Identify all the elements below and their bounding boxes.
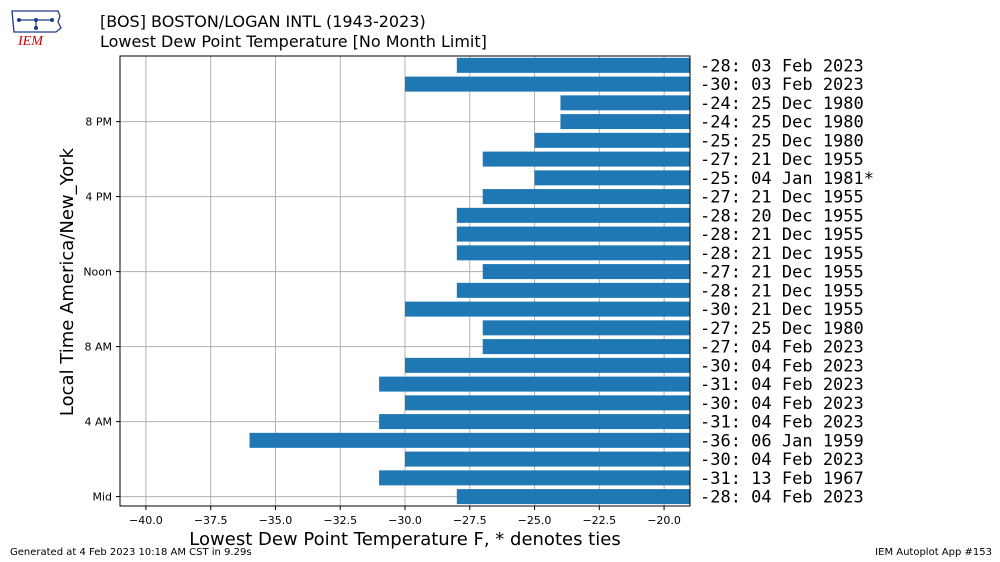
y-tick-label: 4 AM — [84, 416, 112, 429]
bar — [482, 151, 690, 167]
y-axis-ticks: Mid 4 AM 8 AM Noon 4 PM 8 PM — [83, 116, 120, 504]
bar-value-label: -24: 25 Dec 1980 — [700, 113, 864, 133]
bar-value-label: -30: 04 Feb 2023 — [700, 394, 864, 414]
chart-subtitle: Lowest Dew Point Temperature [No Month L… — [100, 32, 487, 51]
bar-value-label: -30: 03 Feb 2023 — [700, 75, 864, 95]
x-tick-label: −35.0 — [259, 514, 293, 527]
bar-value-label: -27: 21 Dec 1955 — [700, 150, 864, 170]
bar — [560, 95, 690, 111]
bar — [456, 57, 690, 73]
bar-value-label: -28: 21 Dec 1955 — [700, 244, 864, 264]
bar-value-label: -28: 03 Feb 2023 — [700, 56, 864, 76]
x-tick-label: −22.5 — [582, 514, 616, 527]
iowa-state-outline-icon: IEM — [11, 10, 62, 49]
bar-value-label: -27: 21 Dec 1955 — [700, 188, 864, 208]
logo-text: IEM — [17, 34, 44, 48]
bar-value-label: -27: 04 Feb 2023 — [700, 338, 864, 358]
bar — [405, 357, 690, 373]
bar-value-label: -27: 21 Dec 1955 — [700, 263, 864, 283]
bar-value-label: -28: 21 Dec 1955 — [700, 281, 864, 301]
x-axis-label: Lowest Dew Point Temperature F, * denote… — [189, 529, 620, 550]
bar — [482, 339, 690, 355]
bar — [456, 245, 690, 261]
title-block: [BOS] BOSTON/LOGAN INTL (1943-2023) Lowe… — [100, 12, 487, 52]
bar — [534, 170, 690, 186]
x-tick-label: −40.0 — [129, 514, 163, 527]
bar-value-label: -31: 13 Feb 1967 — [700, 469, 864, 489]
y-tick-label: 8 AM — [84, 341, 112, 354]
chart-title: [BOS] BOSTON/LOGAN INTL (1943-2023) — [100, 12, 426, 31]
iem-logo: IEM — [8, 8, 64, 49]
x-tick-label: −25.0 — [518, 514, 552, 527]
y-tick-label: 8 PM — [85, 116, 112, 129]
bar — [456, 207, 690, 223]
bar — [456, 226, 690, 242]
x-tick-label: −27.5 — [453, 514, 487, 527]
bar-value-label: -25: 25 Dec 1980 — [700, 131, 864, 151]
y-axis-label: Local Time America/New_York — [57, 147, 78, 416]
bar-value-label: -36: 06 Jan 1959 — [700, 431, 864, 451]
bar — [249, 432, 690, 448]
bar — [405, 451, 690, 467]
bar-value-label: -31: 04 Feb 2023 — [700, 413, 864, 433]
bar — [405, 395, 690, 411]
bar-value-label: -30: 04 Feb 2023 — [700, 450, 864, 470]
bar — [534, 132, 690, 148]
bar-value-label: -30: 21 Dec 1955 — [700, 300, 864, 320]
bars — [249, 57, 690, 505]
bar — [379, 470, 690, 486]
bar — [456, 489, 690, 505]
x-tick-label: −32.5 — [323, 514, 357, 527]
bar-value-label: -24: 25 Dec 1980 — [700, 94, 864, 114]
bar-value-label: -25: 04 Jan 1981* — [700, 169, 874, 189]
y-tick-label: Mid — [92, 491, 112, 504]
y-tick-label: Noon — [83, 266, 112, 279]
bar — [482, 320, 690, 336]
bar — [379, 376, 690, 392]
bar-labels: -28: 04 Feb 2023-31: 13 Feb 1967-30: 04 … — [700, 56, 874, 507]
generated-timestamp: Generated at 4 Feb 2023 10:18 AM CST in … — [10, 547, 252, 558]
bar — [456, 282, 690, 298]
bar-value-label: -31: 04 Feb 2023 — [700, 375, 864, 395]
bar-value-label: -28: 20 Dec 1955 — [700, 206, 864, 226]
x-tick-label: −30.0 — [388, 514, 422, 527]
bar — [482, 189, 690, 205]
x-tick-label: −37.5 — [194, 514, 228, 527]
bar-value-label: -27: 25 Dec 1980 — [700, 319, 864, 339]
y-tick-label: 4 PM — [85, 191, 112, 204]
bar — [482, 264, 690, 280]
bar-value-label: -28: 21 Dec 1955 — [700, 225, 864, 245]
bar — [405, 76, 690, 92]
bar-value-label: -30: 04 Feb 2023 — [700, 356, 864, 376]
bar-value-label: -28: 04 Feb 2023 — [700, 488, 864, 508]
x-axis-ticks: −40.0 −37.5 −35.0 −32.5 −30.0 −27.5 −25.0 −22.5… — [129, 506, 681, 527]
bar — [405, 301, 690, 317]
app-id: IEM Autoplot App #153 — [875, 547, 992, 558]
bar — [560, 114, 690, 130]
bar — [379, 414, 690, 430]
x-tick-label: −20.0 — [647, 514, 681, 527]
